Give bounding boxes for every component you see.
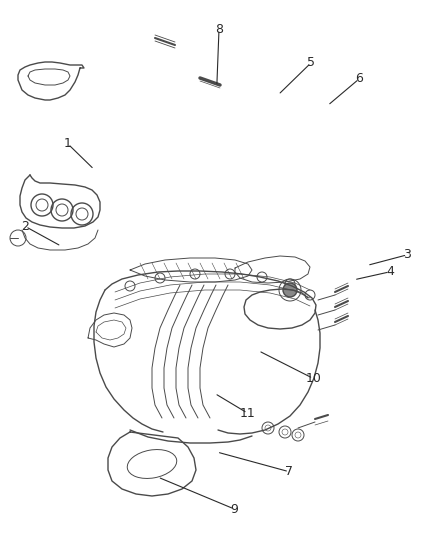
Text: 5: 5	[307, 56, 315, 69]
Text: 8: 8	[215, 23, 223, 36]
Text: 10: 10	[305, 372, 321, 385]
Text: 2: 2	[21, 220, 29, 233]
Text: 1: 1	[64, 138, 72, 150]
Text: 3: 3	[403, 248, 411, 261]
Text: 4: 4	[386, 265, 394, 278]
Circle shape	[283, 283, 297, 297]
Text: 7: 7	[285, 465, 293, 478]
Text: 9: 9	[230, 503, 238, 515]
Text: 6: 6	[355, 72, 363, 85]
Text: 11: 11	[240, 407, 255, 419]
